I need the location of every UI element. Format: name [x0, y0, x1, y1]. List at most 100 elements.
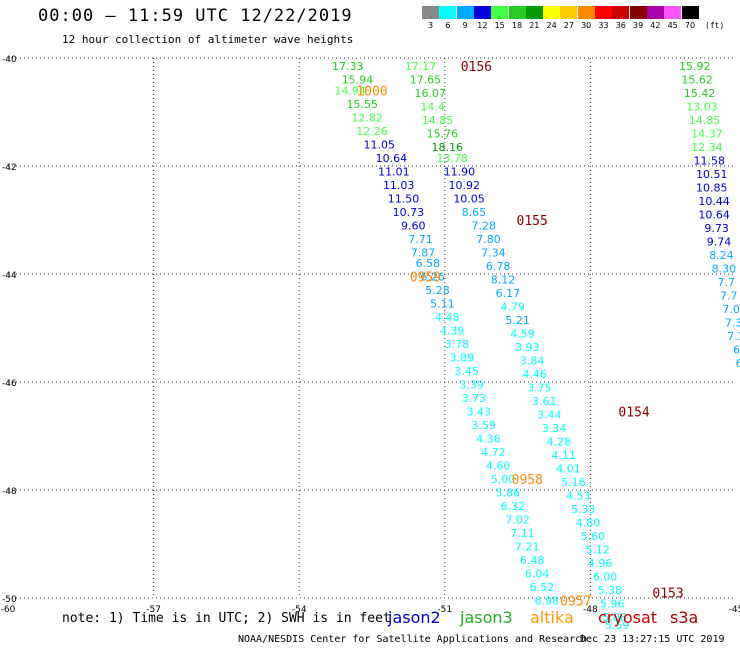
wave-height-value: 6.58 [416, 257, 441, 270]
wave-height-value: 6. [736, 357, 740, 370]
wave-height-value: 6.17 [496, 287, 521, 300]
y-tick-label: -44 [2, 271, 17, 281]
legend-swatch [491, 6, 509, 19]
x-tick-label: -57 [146, 605, 161, 615]
wave-height-value: 5.38 [598, 584, 623, 597]
wave-height-value: 14.85 [422, 114, 454, 127]
legend-bin-label: 6 [445, 21, 451, 30]
wave-height-value: 10.64 [698, 209, 730, 222]
wave-height-value: 4.96 [588, 557, 613, 570]
pass-time-label: 0155 [517, 214, 548, 229]
wave-height-value: 12.82 [351, 111, 383, 124]
wave-height-value: 3.73 [462, 392, 487, 405]
legend-swatch [439, 6, 457, 19]
wave-height-value: 7.1 [727, 330, 740, 343]
legend-swatch [525, 6, 543, 19]
wave-height-value: 11.01 [378, 165, 410, 178]
wave-height-value: 6.48 [520, 554, 545, 567]
legend-swatch [681, 6, 699, 19]
legend-bin-label: 12 [477, 21, 488, 30]
wave-height-value: 5.16 [561, 476, 586, 489]
pass-time-label: 0154 [618, 406, 649, 421]
wave-height-value: 3.61 [532, 395, 557, 408]
x-tick-label: -54 [292, 605, 307, 615]
wave-height-value: 15.42 [684, 87, 716, 100]
satellite-label-s3a: s3a [670, 608, 699, 627]
wave-height-value: 15.55 [347, 98, 379, 111]
wave-height-value: 4.59 [510, 327, 535, 340]
wave-height-value: 3.34 [542, 422, 567, 435]
wave-height-value: 4.11 [551, 449, 576, 462]
y-tick-label: -42 [2, 163, 17, 173]
satellite-label-altika: altika [530, 608, 574, 627]
legend-bin-label: 33 [598, 21, 609, 30]
legend-swatch [473, 6, 491, 19]
y-tick-label: -50 [2, 595, 17, 605]
wave-height-value: 15.62 [681, 74, 713, 87]
wave-height-value: 7.87 [411, 246, 436, 259]
wave-height-value: 14.85 [689, 114, 721, 127]
wave-height-value: 17.17 [405, 60, 437, 73]
wave-height-value: 7.34 [481, 246, 506, 259]
wave-height-value: 7.80 [476, 233, 501, 246]
legend-bin-label: 39 [633, 21, 644, 30]
wave-height-value: 15.94 [342, 74, 374, 87]
legend-bin-label: 18 [511, 21, 523, 30]
legend-units: (ft) [705, 21, 725, 30]
legend-swatch [456, 6, 474, 19]
legend-swatch [664, 6, 682, 19]
legend-swatch [560, 6, 578, 19]
wave-height-value: 9.73 [704, 222, 729, 235]
wave-height-value: 3.84 [520, 354, 545, 367]
satellite-label-jason2: jason2 [388, 608, 441, 627]
footer-timestamp: Dec 23 13:27:15 UTC 2019 [580, 634, 725, 645]
wave-height-value: 5.28 [425, 284, 450, 297]
wave-height-value: 9.74 [707, 236, 732, 249]
wave-height-value: 15.92 [679, 60, 711, 73]
wave-height-value: 11.05 [364, 138, 396, 151]
wave-height-value: 3.59 [471, 419, 496, 432]
legend-bin-label: 9 [462, 21, 468, 30]
wave-height-value: 5.96 [600, 597, 625, 610]
wave-height-value: 7.11 [510, 527, 535, 540]
wave-height-value: 6.98 [534, 595, 559, 608]
wave-height-value: 5.08 [602, 611, 627, 624]
wave-height-value: 5.11 [430, 298, 455, 311]
y-tick-label: -48 [2, 487, 17, 497]
pass-time-label: 0153 [652, 587, 683, 602]
wave-height-value: 6.00 [593, 570, 618, 583]
wave-height-value: 4.72 [481, 446, 506, 459]
wave-height-value: 4.36 [476, 433, 501, 446]
wave-height-value: 11.58 [694, 155, 726, 168]
legend-swatch [577, 6, 595, 19]
legend-swatch [646, 6, 664, 19]
wave-height-value: 11.03 [383, 179, 415, 192]
x-tick-label: -51 [437, 605, 452, 615]
legend-swatch [612, 6, 630, 19]
wave-height-value: 4.60 [486, 460, 511, 473]
wave-height-value: 10.64 [376, 152, 408, 165]
wave-height-value: 5.21 [505, 314, 530, 327]
wave-height-value: 7.28 [471, 219, 496, 232]
pass-time-label: 0957 [560, 595, 591, 610]
wave-height-value: 10.73 [393, 206, 425, 219]
wave-height-value: 3.78 [445, 338, 470, 351]
wave-height-value: 3.93 [515, 341, 540, 354]
wave-height-value: 4.46 [522, 368, 547, 381]
wave-height-value: 17.65 [410, 74, 442, 87]
pass-time-label: 0156 [461, 60, 492, 75]
legend-bin-label: 45 [667, 21, 678, 30]
wave-height-value: 13.03 [686, 101, 718, 114]
wave-height-value: 4.48 [435, 311, 460, 324]
wave-height-value: 7.0 [722, 303, 740, 316]
subtitle: 12 hour collection of altimeter wave hei… [62, 33, 354, 46]
legend-bin-label: 27 [563, 21, 574, 30]
wave-height-value: 6.32 [500, 500, 525, 513]
wave-height-value: 5.33 [571, 503, 596, 516]
wave-height-value: 3.75 [527, 381, 552, 394]
wave-height-value: 7.21 [515, 541, 540, 554]
wave-height-value: 7.7 [720, 290, 738, 303]
legend-bin-label: 3 [427, 21, 434, 30]
wave-height-value: 5.86 [496, 487, 521, 500]
wave-height-value: 3.45 [454, 365, 479, 378]
